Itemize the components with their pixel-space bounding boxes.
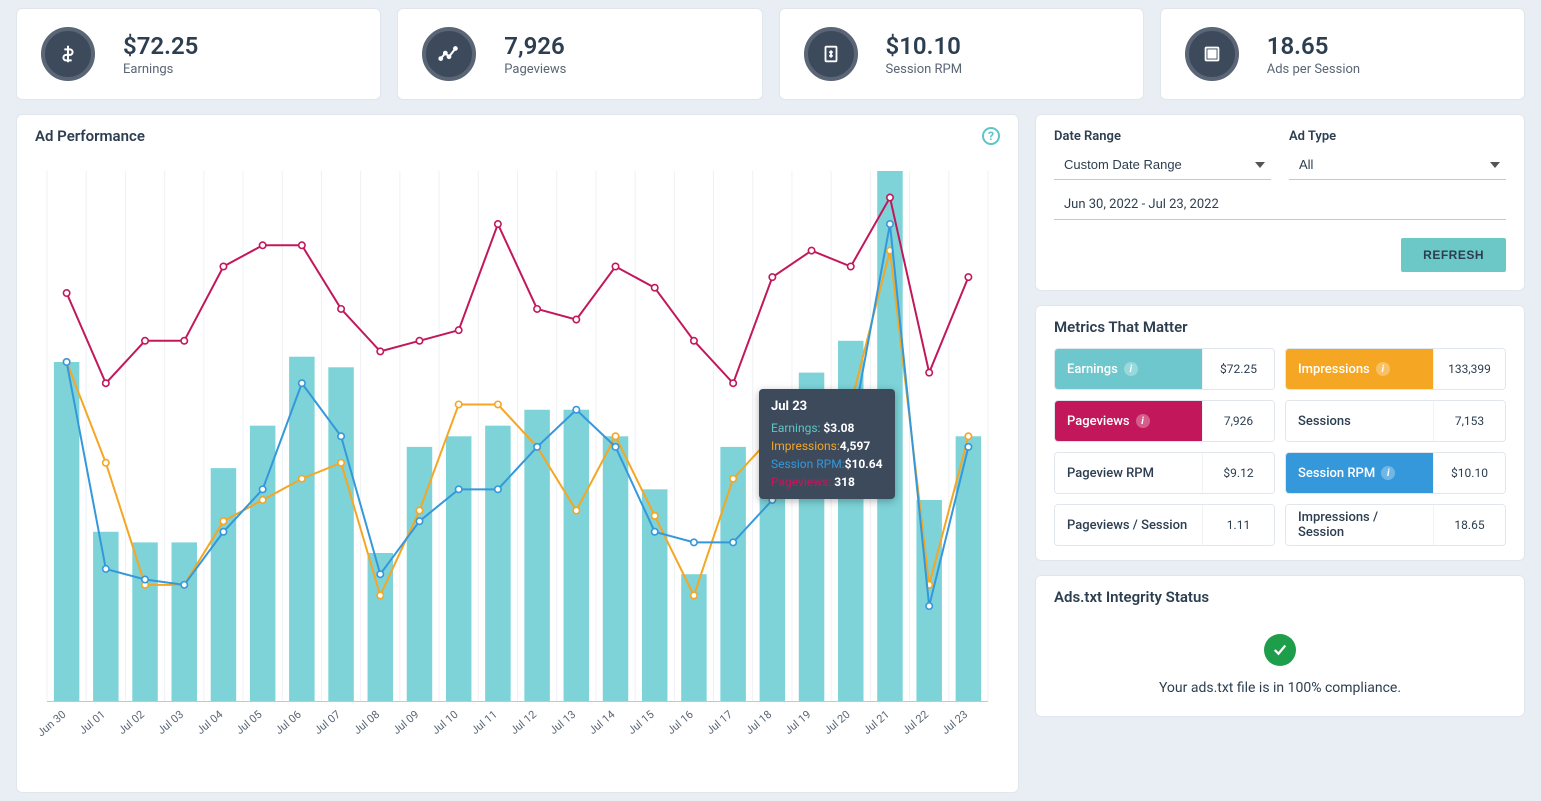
metric-value: 7,153 bbox=[1433, 401, 1505, 441]
svg-text:Jul 04: Jul 04 bbox=[194, 708, 225, 737]
date-display[interactable]: Jun 30, 2022 - Jul 23, 2022 bbox=[1054, 190, 1506, 220]
svg-text:Jul 01: Jul 01 bbox=[76, 708, 107, 737]
stat-value: $10.10 bbox=[886, 32, 963, 60]
receipt-icon bbox=[804, 27, 858, 81]
svg-text:Jul 08: Jul 08 bbox=[351, 708, 382, 737]
metric-name: Earningsi bbox=[1055, 349, 1202, 389]
svg-text:Jul 02: Jul 02 bbox=[116, 708, 147, 737]
metric-name: Impressionsi bbox=[1286, 349, 1433, 389]
check-icon bbox=[1264, 634, 1296, 666]
stat-label: Ads per Session bbox=[1267, 62, 1360, 77]
svg-text:Jul 14: Jul 14 bbox=[586, 708, 617, 737]
svg-text:Jul 11: Jul 11 bbox=[469, 708, 500, 737]
metric-name: Pageview RPM bbox=[1055, 453, 1202, 493]
stat-card-pageviews: 7,926 Pageviews bbox=[397, 8, 762, 100]
stats-row: $72.25 Earnings 7,926 Pageviews $10.10 S… bbox=[16, 8, 1525, 100]
svg-text:Jul 19: Jul 19 bbox=[782, 708, 813, 737]
svg-text:Jul 07: Jul 07 bbox=[312, 708, 343, 737]
info-icon[interactable]: i bbox=[1124, 362, 1138, 376]
stat-card-earnings: $72.25 Earnings bbox=[16, 8, 381, 100]
info-icon[interactable]: i bbox=[1376, 362, 1390, 376]
metric-name: Sessions bbox=[1286, 401, 1433, 441]
svg-text:Jul 12: Jul 12 bbox=[508, 708, 539, 737]
svg-text:Jul 03: Jul 03 bbox=[155, 708, 186, 737]
info-icon[interactable]: i bbox=[1136, 414, 1150, 428]
metric-value: 1.11 bbox=[1202, 505, 1274, 545]
square-icon bbox=[1185, 27, 1239, 81]
metric-name: Pageviewsi bbox=[1055, 401, 1202, 441]
metrics-panel: Metrics That Matter Earningsi$72.25Impre… bbox=[1035, 305, 1525, 561]
stat-value: 7,926 bbox=[504, 32, 566, 60]
metric-value: 7,926 bbox=[1202, 401, 1274, 441]
stat-label: Pageviews bbox=[504, 62, 566, 77]
metric-tile[interactable]: Earningsi$72.25 bbox=[1054, 348, 1275, 390]
metric-value: 133,399 bbox=[1433, 349, 1505, 389]
svg-text:Jul 09: Jul 09 bbox=[390, 708, 421, 737]
date-range-label: Date Range bbox=[1054, 129, 1271, 144]
svg-text:Jul 13: Jul 13 bbox=[547, 708, 578, 737]
stat-label: Session RPM bbox=[886, 62, 963, 77]
metric-name: Session RPMi bbox=[1286, 453, 1433, 493]
info-icon[interactable]: i bbox=[1381, 466, 1395, 480]
ad-type-select[interactable]: All bbox=[1289, 150, 1506, 180]
metric-name: Impressions / Session bbox=[1286, 505, 1433, 545]
svg-text:Jul 23: Jul 23 bbox=[939, 708, 970, 737]
metric-tile[interactable]: Session RPMi$10.10 bbox=[1285, 452, 1506, 494]
refresh-button[interactable]: REFRESH bbox=[1401, 238, 1506, 272]
svg-text:Jul 17: Jul 17 bbox=[704, 708, 735, 737]
metric-tile[interactable]: Pageviewsi7,926 bbox=[1054, 400, 1275, 442]
ad-type-label: Ad Type bbox=[1289, 129, 1506, 144]
ad-performance-panel: Ad Performance ? Jun 30Jul 01 Jul 02 Jul 0… bbox=[16, 114, 1019, 793]
chart-area: Jun 30Jul 01 Jul 02 Jul 03 Jul 04 Jul 05 Jul … bbox=[17, 157, 1018, 792]
metric-tile[interactable]: Sessions7,153 bbox=[1285, 400, 1506, 442]
ads-status-panel: Ads.txt Integrity Status Your ads.txt fi… bbox=[1035, 575, 1525, 717]
help-icon[interactable]: ? bbox=[982, 127, 1000, 145]
dollar-icon bbox=[41, 27, 95, 81]
metric-tile[interactable]: Impressions / Session18.65 bbox=[1285, 504, 1506, 546]
svg-text:Jul 06: Jul 06 bbox=[273, 708, 304, 737]
ads-status-text: Your ads.txt file is in 100% compliance. bbox=[1054, 680, 1506, 696]
panel-title: Ad Performance bbox=[35, 127, 145, 145]
stat-value: $72.25 bbox=[123, 32, 198, 60]
metric-value: $10.10 bbox=[1433, 453, 1505, 493]
svg-text:Jul 22: Jul 22 bbox=[900, 708, 931, 737]
svg-text:Jul 16: Jul 16 bbox=[665, 708, 696, 737]
svg-text:Jul 05: Jul 05 bbox=[233, 708, 264, 737]
panel-title: Ads.txt Integrity Status bbox=[1054, 588, 1209, 606]
date-range-select[interactable]: Custom Date Range bbox=[1054, 150, 1271, 180]
metric-tile[interactable]: Impressionsi133,399 bbox=[1285, 348, 1506, 390]
filters-panel: Date Range Custom Date Range Ad Type All… bbox=[1035, 114, 1525, 291]
svg-text:Jul 20: Jul 20 bbox=[821, 708, 852, 737]
svg-text:Jun 30: Jun 30 bbox=[37, 708, 69, 739]
svg-text:Jul 18: Jul 18 bbox=[743, 708, 774, 737]
stat-card-ads-per-session: 18.65 Ads per Session bbox=[1160, 8, 1525, 100]
svg-text:Jul 21: Jul 21 bbox=[861, 708, 892, 737]
metric-tile[interactable]: Pageviews / Session1.11 bbox=[1054, 504, 1275, 546]
svg-text:Jul 15: Jul 15 bbox=[625, 708, 656, 737]
stat-value: 18.65 bbox=[1267, 32, 1360, 60]
metric-name: Pageviews / Session bbox=[1055, 505, 1202, 545]
performance-chart[interactable]: Jun 30Jul 01 Jul 02 Jul 03 Jul 04 Jul 05 Jul … bbox=[37, 161, 998, 772]
panel-title: Metrics That Matter bbox=[1054, 318, 1188, 336]
svg-text:Jul 10: Jul 10 bbox=[429, 708, 460, 737]
trend-icon bbox=[422, 27, 476, 81]
metric-tile[interactable]: Pageview RPM$9.12 bbox=[1054, 452, 1275, 494]
metric-value: 18.65 bbox=[1433, 505, 1505, 545]
stat-card-session-rpm: $10.10 Session RPM bbox=[779, 8, 1144, 100]
metric-value: $72.25 bbox=[1202, 349, 1274, 389]
metric-value: $9.12 bbox=[1202, 453, 1274, 493]
stat-label: Earnings bbox=[123, 62, 198, 77]
